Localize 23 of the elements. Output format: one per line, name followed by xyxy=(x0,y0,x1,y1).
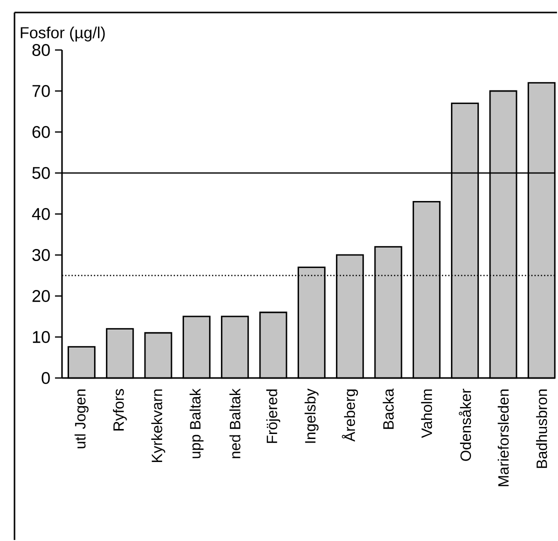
x-tick-label: Backa xyxy=(382,388,394,429)
y-tick-label: 60 xyxy=(32,126,50,138)
x-tick-label: Marieforsleden xyxy=(498,390,509,486)
x-tick-label: Ryfors xyxy=(112,389,127,431)
y-tick-label: 30 xyxy=(32,249,50,262)
x-tick-label: Vaholm xyxy=(421,390,432,438)
x-tick-label: Åreberg xyxy=(342,390,358,442)
x-tick-label: Kyrkekvarn xyxy=(151,390,166,462)
y-tick-label: 0 xyxy=(42,372,50,384)
x-tick-label: Badhusbron xyxy=(536,390,548,468)
y-tick-label: 40 xyxy=(32,208,50,220)
y-tick-label: 50 xyxy=(32,167,50,180)
y-axis-title: Fosfor (µg/l) xyxy=(20,26,105,42)
y-tick-label: 20 xyxy=(32,290,50,302)
x-tick-label: ned Baltak xyxy=(229,388,240,458)
y-tick-label: 80 xyxy=(32,44,50,56)
x-tick-label: Fröjered xyxy=(266,390,280,444)
y-tick-label: 70 xyxy=(32,85,50,98)
y-tick-label: 10 xyxy=(32,331,50,344)
x-tick-label: Ingelsby xyxy=(304,388,319,443)
x-tick-label: Odensåker xyxy=(458,388,472,462)
x-tick-label: utl Jogen xyxy=(74,390,89,448)
x-tick-label: upp Baltak xyxy=(190,388,204,458)
